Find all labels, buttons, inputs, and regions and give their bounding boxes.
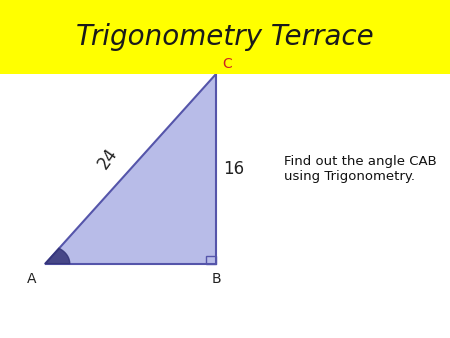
Bar: [0, 0, 450, 74]
Polygon shape: [45, 248, 70, 264]
Text: Find out the angle CAB
using Trigonometry.: Find out the angle CAB using Trigonometr…: [284, 155, 436, 183]
Bar: [206, 256, 216, 264]
Text: A: A: [27, 272, 36, 286]
Text: Trigonometry Terrace: Trigonometry Terrace: [76, 23, 374, 51]
Text: C: C: [222, 57, 232, 71]
Text: 24: 24: [94, 145, 122, 173]
Polygon shape: [45, 74, 216, 264]
Text: 16: 16: [224, 160, 244, 178]
Text: B: B: [211, 272, 221, 286]
